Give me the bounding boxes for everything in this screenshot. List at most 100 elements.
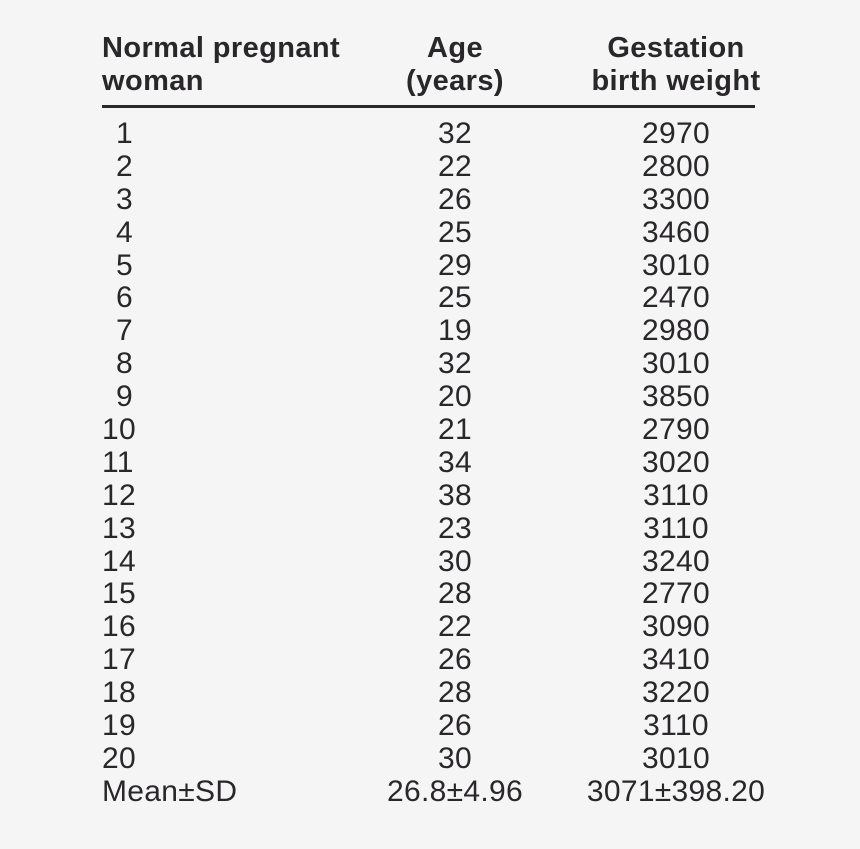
- birth-weight-cell: 2470: [642, 281, 710, 315]
- table-row: 4 25 3460: [102, 215, 794, 250]
- birth-weight-cell: 3010: [642, 248, 710, 282]
- row-id-cell: 11: [102, 445, 352, 480]
- age-cell: 26.8±4.96: [387, 774, 523, 808]
- woman-number: 19: [102, 709, 136, 743]
- column-header-line: woman: [102, 65, 204, 97]
- age-cell: 28: [438, 676, 472, 710]
- birth-weight-cell: 2770: [642, 577, 710, 611]
- birth-weight-cell: 3300: [642, 182, 710, 216]
- table-row: 20 30 3010: [102, 741, 794, 776]
- table-header: Normal pregnant woman Age (years) Gestat…: [102, 32, 794, 98]
- row-id-cell: 15: [102, 578, 352, 611]
- woman-number: 4: [116, 215, 133, 249]
- table-row: 2 22 2800: [102, 149, 794, 184]
- woman-number: 7: [116, 314, 133, 348]
- birth-weight-cell: 2970: [642, 117, 710, 150]
- row-id-cell: 14: [102, 544, 352, 579]
- age-cell: 38: [438, 478, 472, 512]
- woman-number: 20: [102, 741, 136, 775]
- table-row: 18 28 3220: [102, 676, 794, 710]
- birth-weight-cell: 3090: [642, 610, 710, 644]
- row-id-cell: 12: [102, 478, 352, 513]
- summary-label-cell: Mean±SD: [102, 774, 238, 808]
- woman-number: 18: [102, 676, 136, 710]
- age-cell: 23: [438, 511, 472, 545]
- table-row: 15 28 2770: [102, 578, 794, 611]
- woman-number: 16: [102, 610, 136, 644]
- age-cell: 26: [438, 643, 472, 677]
- age-cell: 32: [438, 347, 472, 381]
- table-row: 12 38 3110: [102, 478, 794, 513]
- woman-number: 6: [116, 281, 133, 315]
- column-header-gestation-birth-weight: Gestation birth weight: [558, 32, 794, 98]
- column-header-normal-pregnant-woman: Normal pregnant woman: [102, 32, 352, 98]
- table-row: 1 32 2970: [102, 117, 794, 151]
- column-header-line: (years): [406, 65, 504, 97]
- birth-weight-cell: 3460: [642, 215, 710, 249]
- table-row: 8 32 3010: [102, 347, 794, 381]
- birth-weight-cell: 3071±398.20: [586, 774, 766, 808]
- age-cell: 26: [438, 182, 472, 216]
- woman-number: 1: [116, 117, 133, 150]
- age-cell: 22: [438, 610, 472, 644]
- row-id-cell: 8: [102, 347, 352, 381]
- row-id-cell: 1: [102, 117, 352, 151]
- woman-number: 8: [116, 347, 133, 381]
- birth-weight-cell: 3010: [642, 347, 710, 381]
- table-row: 14 30 3240: [102, 544, 794, 579]
- row-id-cell: 20: [102, 741, 352, 776]
- age-cell: 19: [438, 314, 472, 348]
- birth-weight-cell: 2790: [642, 413, 710, 447]
- row-id-cell: 5: [102, 249, 352, 283]
- birth-weight-cell: 2800: [642, 149, 710, 183]
- row-id-cell: 4: [102, 215, 352, 250]
- age-cell: 32: [438, 117, 472, 150]
- row-id-cell: 17: [102, 643, 352, 677]
- table-row: 19 26 3110: [102, 709, 794, 743]
- woman-number: 14: [102, 544, 136, 578]
- row-id-cell: 18: [102, 676, 352, 710]
- woman-number: 3: [116, 182, 133, 216]
- age-cell: 28: [438, 577, 472, 611]
- age-cell: 21: [438, 413, 472, 447]
- table-row: 9 20 3850: [102, 380, 794, 414]
- summary-row: Mean±SD 26.8±4.96 3071±398.20: [102, 774, 794, 809]
- birth-weight-cell: 2980: [642, 314, 710, 348]
- column-header-line: Age: [427, 32, 483, 64]
- column-header-age: Age (years): [352, 32, 558, 98]
- birth-weight-cell: 3240: [642, 544, 710, 578]
- birth-weight-cell: 3410: [642, 643, 710, 677]
- table-row: 6 25 2470: [102, 282, 794, 315]
- row-id-cell: 6: [102, 282, 352, 315]
- table-row: 16 22 3090: [102, 610, 794, 644]
- row-id-cell: 7: [102, 314, 352, 348]
- table-row: 11 34 3020: [102, 445, 794, 480]
- woman-number: 17: [102, 643, 136, 677]
- row-id-cell: 19: [102, 709, 352, 743]
- birth-weight-cell: 3110: [643, 709, 709, 743]
- birth-weight-cell: 3850: [642, 380, 710, 414]
- row-id-cell: 10: [102, 413, 352, 447]
- age-cell: 22: [438, 149, 472, 183]
- woman-number: 11: [102, 445, 134, 479]
- woman-number: 15: [102, 577, 136, 611]
- row-id-cell: 16: [102, 610, 352, 644]
- table-row: 3 26 3300: [102, 182, 794, 217]
- table-row: 10 21 2790: [102, 413, 794, 447]
- table-row: 17 26 3410: [102, 643, 794, 677]
- birth-weight-cell: 3010: [642, 741, 710, 775]
- birth-weight-cell: 3220: [642, 676, 710, 710]
- woman-number: 2: [116, 149, 133, 183]
- data-table: Normal pregnant woman Age (years) Gestat…: [102, 32, 794, 809]
- table-body: 1 32 2970 2 22 2800 3 26 3300 4 25 3460 5 29 3010 6 25 24…: [102, 117, 794, 809]
- woman-number: 10: [102, 413, 136, 447]
- woman-number: 12: [102, 478, 136, 512]
- column-header-line: Gestation: [607, 32, 745, 64]
- age-cell: 25: [438, 215, 472, 249]
- row-id-cell: 2: [102, 149, 352, 184]
- age-cell: 25: [438, 281, 472, 315]
- age-cell: 30: [438, 544, 472, 578]
- header-divider: [102, 105, 755, 108]
- column-header-line: birth weight: [591, 65, 761, 97]
- table-row: 13 23 3110: [102, 511, 794, 546]
